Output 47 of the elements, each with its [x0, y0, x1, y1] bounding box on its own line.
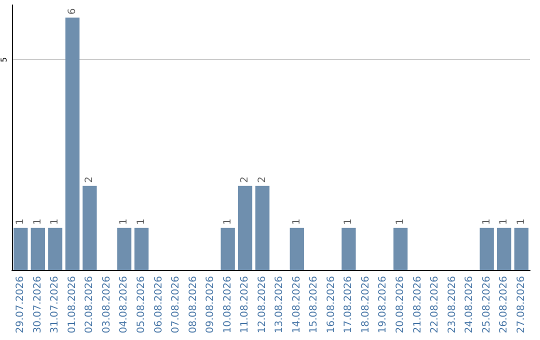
x-tick-label: 06.08.2026 [153, 276, 164, 334]
x-tick-label: 07.08.2026 [170, 276, 182, 334]
data-label: 1 [291, 218, 302, 225]
x-tick-label: 02.08.2026 [84, 276, 96, 334]
data-label: 2 [240, 176, 251, 183]
x-tick-label: 27.08.2026 [516, 276, 527, 334]
data-label: 1 [15, 218, 26, 225]
x-tick-label: 12.08.2026 [256, 276, 268, 334]
x-tick-label: 01.08.2026 [66, 276, 78, 334]
data-label: 1 [50, 218, 61, 225]
x-tick-label: 17.08.2026 [343, 276, 354, 334]
data-label: 1 [343, 218, 354, 225]
x-tick-label: 18.08.2026 [360, 276, 372, 334]
x-tick-label: 15.08.2026 [308, 276, 320, 334]
data-label: 2 [84, 176, 96, 183]
x-tick-label: 14.08.2026 [291, 276, 302, 334]
x-tick-label: 31.07.2026 [50, 276, 61, 334]
x-tick-label: 21.08.2026 [412, 276, 424, 334]
x-tick-label: 08.08.2026 [188, 276, 199, 334]
x-tick-label: 30.07.2026 [32, 276, 44, 334]
x-tick-label: 03.08.2026 [101, 276, 112, 334]
data-label: 2 [256, 176, 268, 183]
x-tick-label: 05.08.2026 [136, 276, 147, 334]
x-tick-label: 23.08.2026 [446, 276, 458, 334]
x-tick-label: 22.08.2026 [430, 276, 441, 334]
x-tick-label: 19.08.2026 [378, 276, 389, 334]
x-tick-label: 04.08.2026 [118, 276, 130, 334]
data-label: 1 [118, 218, 130, 225]
x-tick-label: 26.08.2026 [498, 276, 510, 334]
data-label: 6 [66, 8, 78, 15]
data-label: 1 [481, 218, 492, 225]
x-tick-label: 24.08.2026 [464, 276, 476, 334]
x-tick-label: 09.08.2026 [205, 276, 216, 334]
data-label: 1 [32, 218, 44, 225]
x-tick-label: 29.07.2026 [15, 276, 26, 334]
x-tick-label: 25.08.2026 [481, 276, 492, 334]
y-tick-label: 5 [0, 57, 8, 62]
data-label: 1 [136, 218, 147, 225]
x-tick-label: 16.08.2026 [326, 276, 337, 334]
x-tick-label: 20.08.2026 [395, 276, 406, 334]
x-tick-label: 13.08.2026 [274, 276, 286, 334]
x-tick-label: 11.08.2026 [240, 276, 251, 334]
data-label: 1 [498, 218, 510, 225]
data-label: 1 [395, 218, 406, 225]
data-label: 1 [516, 218, 527, 225]
x-tick-label: 10.08.2026 [222, 276, 234, 334]
data-label: 1 [222, 218, 234, 225]
